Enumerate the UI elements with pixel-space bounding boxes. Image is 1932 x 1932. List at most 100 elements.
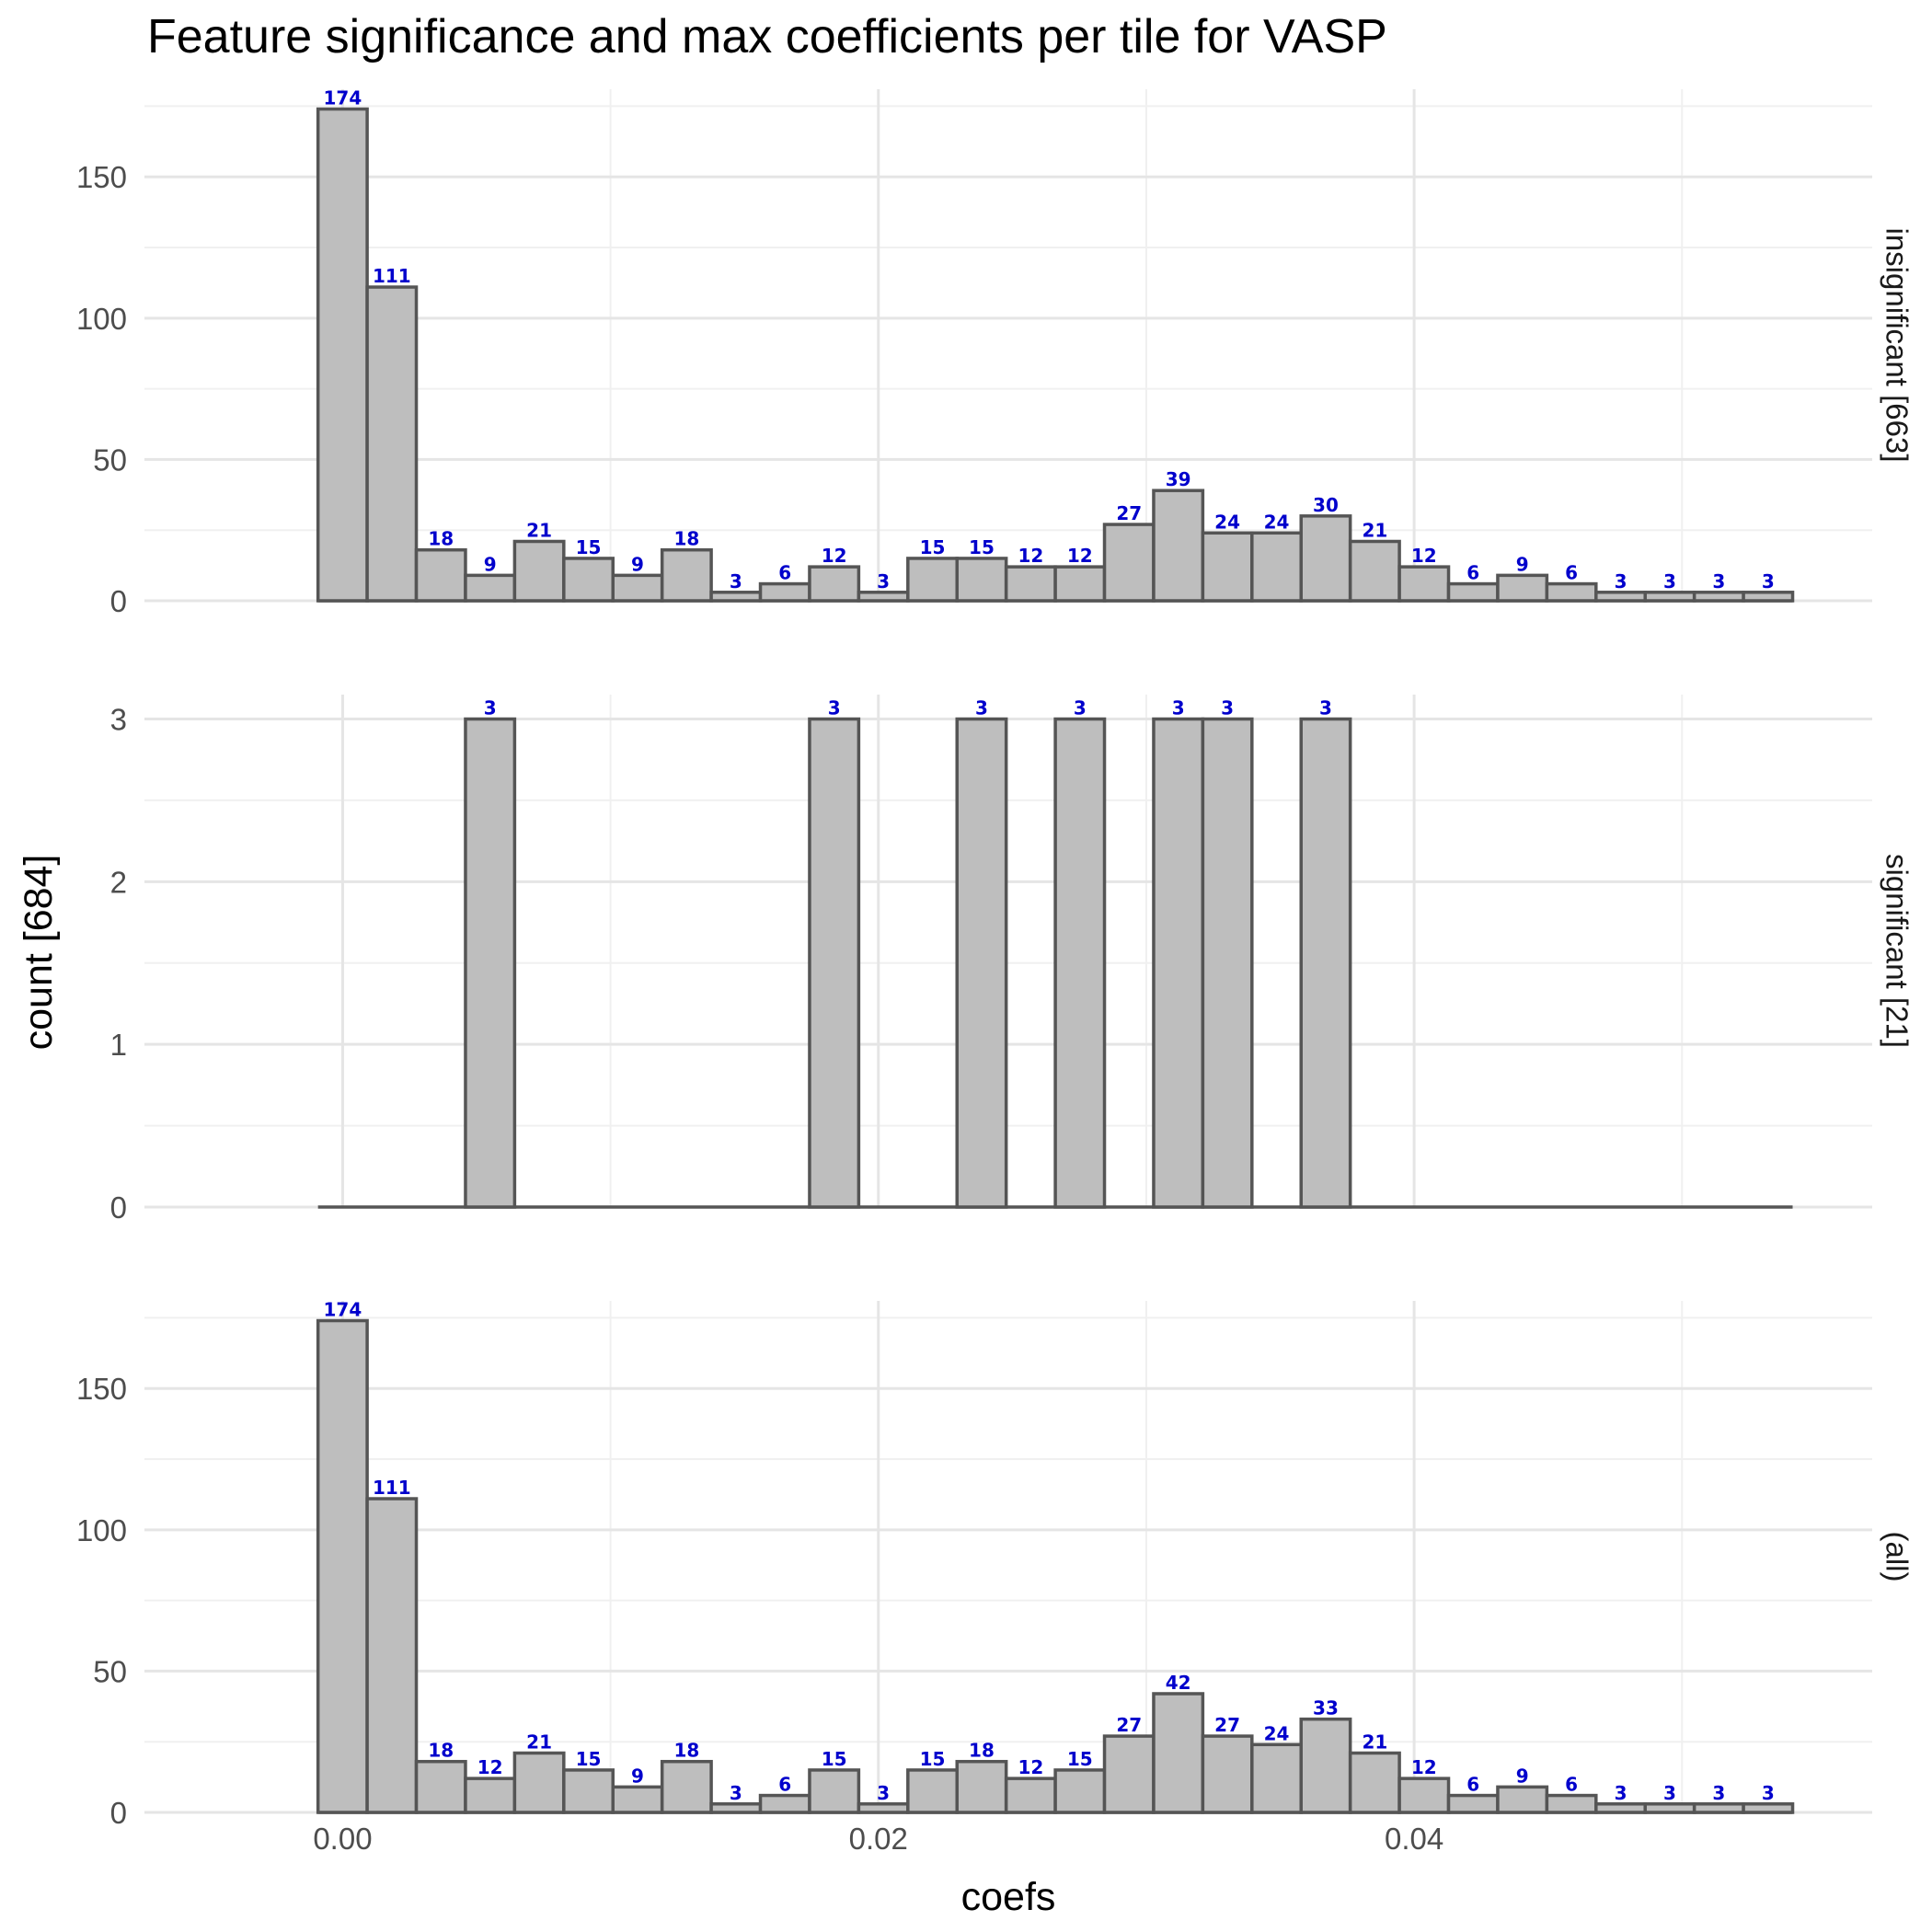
histogram-bar [1692,1802,1745,1814]
histogram-bar [808,717,861,1209]
histogram-bar [1053,1768,1107,1814]
histogram-bar [1201,717,1254,1209]
y-tick-label: 1 [110,1028,127,1062]
bar-count-label: 12 [1067,545,1093,567]
histogram-bar [365,285,419,603]
bar-count-label: 24 [1214,511,1240,533]
bar-count-label: 15 [920,1748,946,1770]
bar-count-label: 24 [1264,511,1290,533]
bar-count-label: 15 [969,536,995,558]
y-tick-label: 100 [76,302,127,336]
bar-count-label: 15 [822,1748,847,1770]
bar-count-label: 3 [484,697,497,719]
bar-count-label: 39 [1166,468,1191,490]
histogram-bar [1545,1793,1598,1814]
y-tick-label: 3 [110,703,127,737]
histogram-bar [758,1793,811,1814]
y-tick-label: 0 [110,1796,127,1830]
histogram-bar [955,557,1008,603]
bar-count-label: 15 [920,536,946,558]
histogram-bar [955,1759,1008,1814]
histogram-bar [709,591,763,603]
histogram-bar [1250,531,1303,603]
histogram-bar [906,1768,959,1814]
bar-count-label: 27 [1116,1714,1142,1736]
histogram-bar [1004,565,1057,603]
bar-count-label: 3 [877,1782,890,1804]
histogram-bar [857,1802,910,1814]
histogram-bar [1152,489,1205,603]
bar-count-label: 24 [1264,1722,1290,1744]
facet-strip-label: insignificant [663] [1880,228,1915,463]
histogram-bar [1299,717,1352,1209]
histogram-bar [1643,591,1696,603]
bar-count-label: 18 [969,1740,995,1762]
histogram-bar [955,717,1008,1209]
histogram-bar [1053,717,1107,1209]
bar-count-label: 3 [1762,1782,1775,1804]
histogram-bar [562,1768,615,1814]
bar-count-label: 6 [1565,562,1578,584]
bar-count-label: 15 [576,536,602,558]
bar-count-label: 9 [1516,1765,1529,1787]
bar-count-label: 9 [484,553,497,575]
bar-count-label: 12 [822,545,847,567]
histogram-bar [611,573,664,603]
histogram-bar [1201,531,1254,603]
bar-count-label: 3 [730,1782,742,1804]
bar-count-label: 15 [576,1748,602,1770]
facet-strip-label: significant [21] [1880,854,1915,1048]
bar-count-label: 12 [1018,1756,1043,1778]
chart-title: Feature significance and max coefficient… [147,10,1387,63]
histogram-bar [414,547,467,603]
histogram-bar [1446,1793,1500,1814]
bar-count-label: 42 [1166,1672,1191,1694]
histogram-bar [1053,565,1107,603]
histogram-bar [1102,523,1156,603]
y-tick-label: 50 [93,443,127,477]
bar-count-label: 12 [1018,545,1043,567]
y-tick-label: 150 [76,1372,127,1406]
x-tick-label: 0.04 [1385,1822,1443,1856]
histogram-bar [365,1497,419,1814]
bar-count-label: 3 [1615,570,1627,592]
bar-count-label: 9 [631,553,644,575]
y-tick-label: 0 [110,1190,127,1225]
histogram-bar [1152,717,1205,1209]
histogram-bar [1102,1734,1156,1814]
bar-count-label: 111 [373,265,411,287]
y-tick-label: 0 [110,584,127,618]
bar-count-label: 3 [1074,697,1087,719]
histogram-bar [562,557,615,603]
histogram-bar [1594,591,1647,603]
bar-count-label: 3 [1221,697,1234,719]
histogram-bar [660,1759,713,1814]
histogram-bar [464,717,517,1209]
bar-count-label: 3 [1615,1782,1627,1804]
histogram-bar [1397,1777,1451,1814]
histogram-bar [1250,1742,1303,1814]
histogram-bar [1692,591,1745,603]
bar-count-label: 6 [1565,1774,1578,1796]
bar-count-label: 3 [730,570,742,592]
bar-count-label: 9 [631,1765,644,1787]
histogram-bar [857,591,910,603]
histogram-bar [1594,1802,1647,1814]
histogram-bar [1299,514,1352,603]
bar-count-label: 3 [1712,570,1725,592]
bar-count-label: 21 [1362,1731,1387,1753]
bar-count-label: 21 [526,1731,552,1753]
bar-count-label: 174 [324,87,362,109]
x-tick-label: 0.02 [849,1822,908,1856]
histogram-bar [1742,591,1795,603]
bar-count-label: 33 [1313,1697,1339,1719]
bar-count-label: 3 [1319,697,1332,719]
histogram-bar [1299,1717,1352,1814]
bar-count-label: 18 [428,528,454,550]
histogram-bar [808,1768,861,1814]
bar-count-label: 6 [778,562,791,584]
y-tick-label: 100 [76,1513,127,1547]
histogram-bar [464,1777,517,1814]
